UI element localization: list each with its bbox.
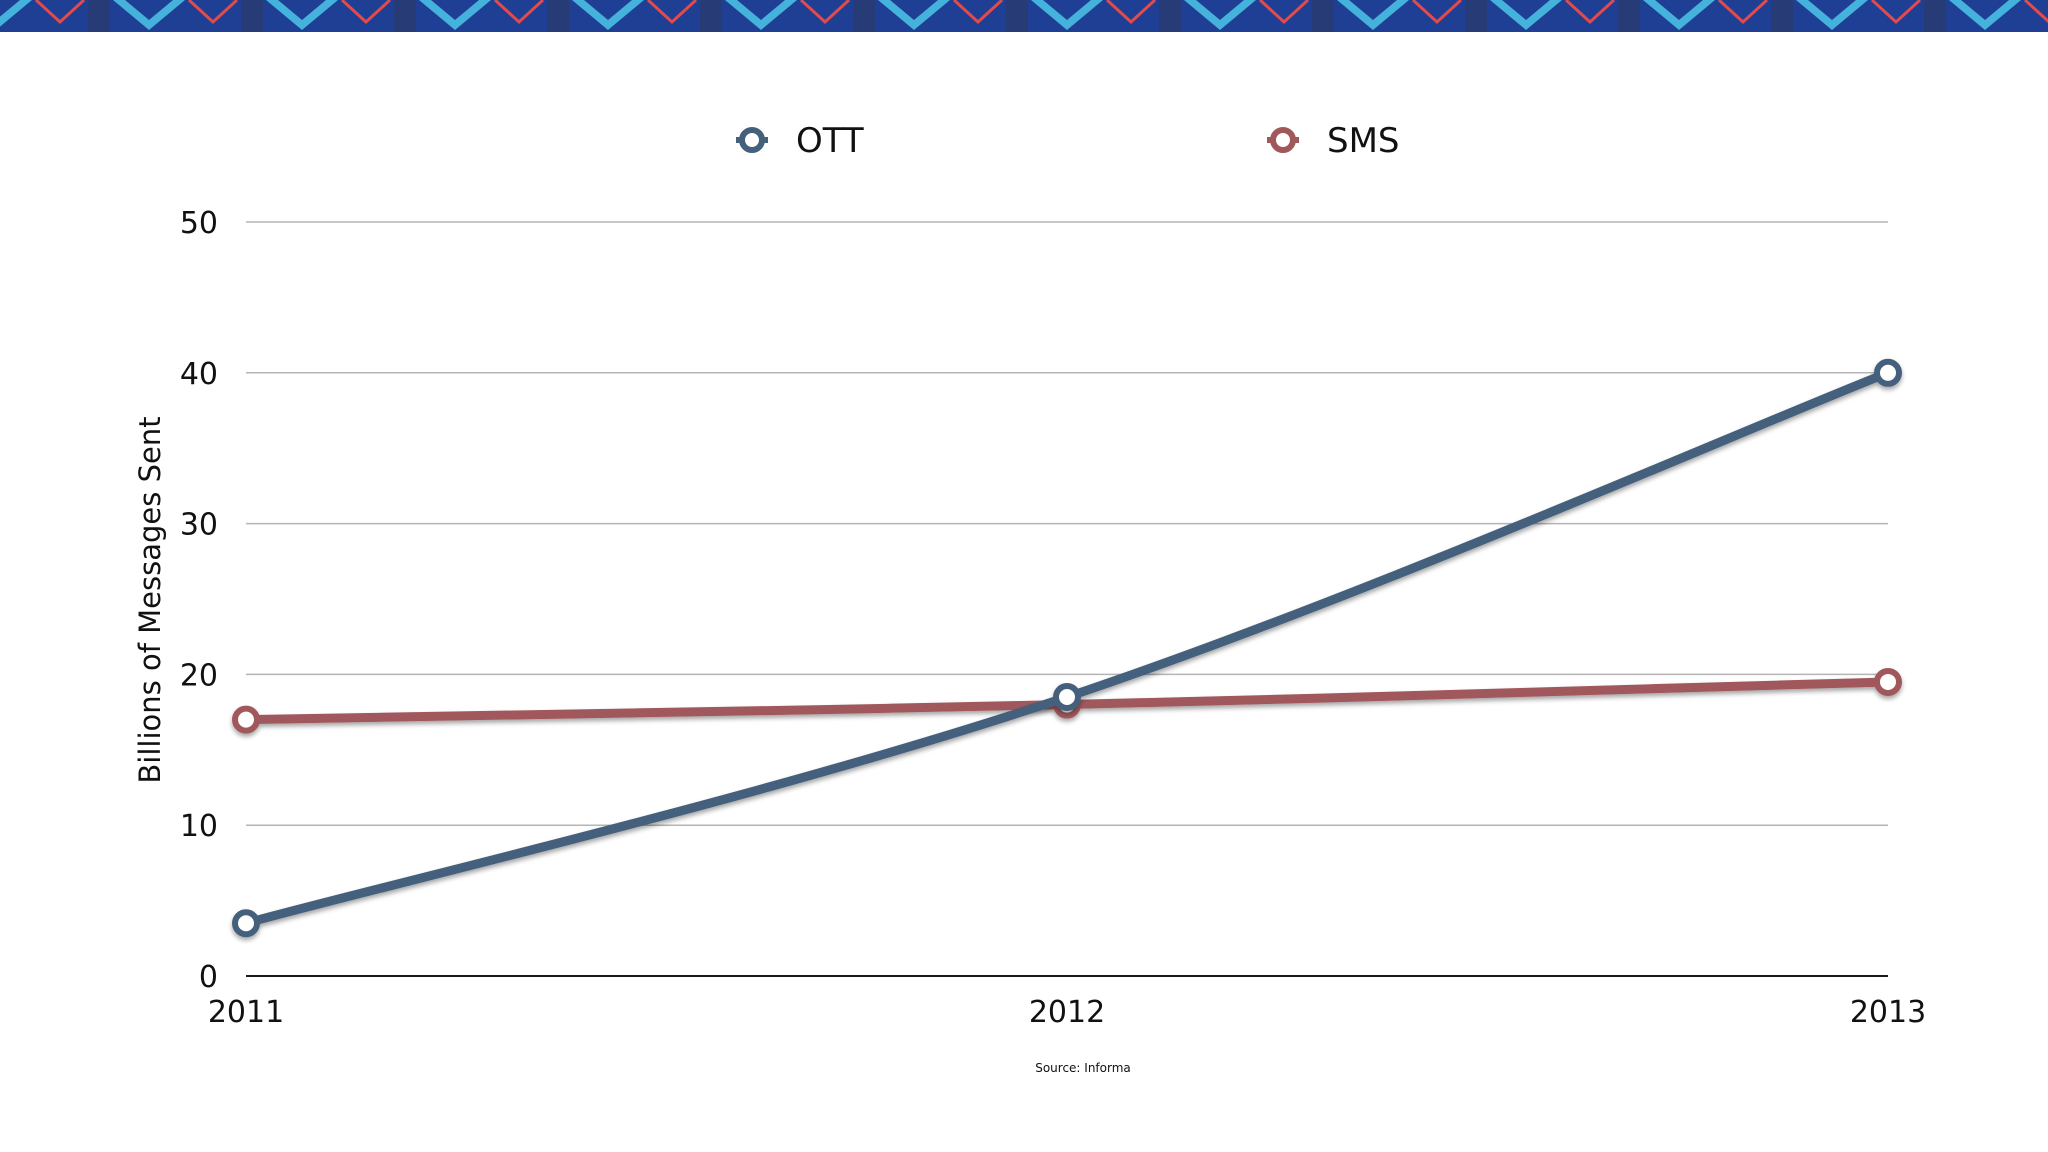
legend-item-sms: SMS [1267, 121, 1400, 161]
banner-diamond [1337, 0, 1409, 30]
banner-block [88, 0, 110, 32]
data-point-sms [232, 705, 260, 734]
banner-diamond [572, 0, 644, 30]
decorative-plaid-banner [0, 0, 2048, 32]
banner-diamond [266, 0, 338, 30]
banner-stripe [187, 0, 239, 25]
banner-stripe [1411, 0, 1463, 25]
banner-diamond [1490, 0, 1562, 30]
banner-diamond [1796, 0, 1868, 30]
banner-block [1771, 0, 1793, 32]
banner-block [1465, 0, 1487, 32]
banner-block [853, 0, 875, 32]
banner-stripe [646, 0, 698, 25]
banner-diamond [1643, 0, 1715, 30]
y-tick-label: 20 [180, 658, 218, 693]
x-tick-label: 2013 [1850, 995, 1926, 1030]
banner-stripe [1564, 0, 1616, 25]
y-axis-title: Billions of Messages Sent [133, 416, 167, 783]
series-line-ott [241, 368, 1893, 928]
banner-block [1159, 0, 1181, 32]
y-tick-label: 40 [180, 357, 218, 392]
data-point-ott [1874, 358, 1902, 387]
banner-stripe [34, 0, 86, 25]
y-tick-label: 50 [180, 206, 218, 241]
banner-stripe [493, 0, 545, 25]
series-lines [232, 358, 1902, 938]
data-point-ott [1053, 683, 1081, 712]
banner-diamond [1949, 0, 2021, 30]
x-tick-label: 2012 [1029, 995, 1105, 1030]
x-axis-ticks: 2011 2012 2013 [208, 995, 1926, 1030]
banner-stripe [2023, 0, 2048, 24]
legend-item-ott: OTT [736, 121, 864, 161]
banner-diamond [725, 0, 797, 30]
banner-block [1006, 0, 1028, 32]
banner-block [241, 0, 263, 32]
y-tick-label: 10 [180, 809, 218, 844]
legend-swatch-marker [739, 127, 765, 153]
banner-stripe [340, 0, 392, 25]
data-point-ott [232, 909, 260, 938]
source-note: Source: Informa [1035, 1061, 1131, 1075]
banner-diamond [0, 0, 32, 27]
banner-block [1924, 0, 1946, 32]
legend: OTT SMS [736, 121, 1400, 161]
banner-stripe [1105, 0, 1157, 25]
banner-block [1312, 0, 1334, 32]
legend-label: SMS [1327, 121, 1400, 161]
banner-diamond [1031, 0, 1103, 30]
legend-label: OTT [796, 121, 864, 161]
legend-swatch-marker [1270, 127, 1296, 153]
banner-stripe [1258, 0, 1310, 25]
banner-block [700, 0, 722, 32]
banner-stripe [1717, 0, 1769, 25]
banner-block [394, 0, 416, 32]
y-axis-ticks: 0 10 20 30 40 50 [180, 206, 218, 995]
gridlines [246, 221, 1888, 977]
banner-block [1618, 0, 1640, 32]
banner-stripe [952, 0, 1004, 25]
banner-diamond [419, 0, 491, 30]
y-tick-label: 0 [199, 960, 218, 995]
banner-stripe [1870, 0, 1922, 25]
banner-diamond [1184, 0, 1256, 30]
series-ott [232, 358, 1902, 938]
banner-diamond [878, 0, 950, 30]
y-tick-label: 30 [180, 508, 218, 543]
x-tick-label: 2011 [208, 995, 284, 1030]
banner-diamond [113, 0, 185, 30]
banner-block [547, 0, 569, 32]
banner-stripe [799, 0, 851, 25]
data-point-sms [1874, 667, 1902, 696]
